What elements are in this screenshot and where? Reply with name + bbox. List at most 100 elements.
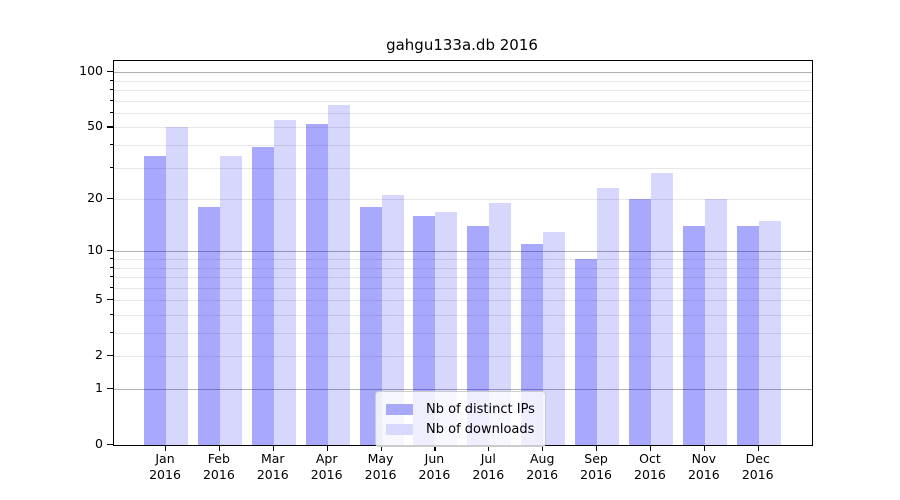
- bar-distinct-ips: [413, 216, 436, 445]
- gridline-minor: [114, 277, 812, 279]
- bar-distinct-ips: [251, 147, 274, 445]
- bar-distinct-ips: [305, 124, 328, 445]
- x-tick-label: May 2016: [364, 451, 397, 482]
- legend-item-downloads: Nb of downloads: [386, 419, 535, 439]
- x-tick-label: Mar 2016: [256, 451, 289, 482]
- x-tick-label: Jul 2016: [472, 451, 505, 482]
- x-axis-tick: [218, 446, 221, 451]
- x-axis-tick: [542, 446, 544, 451]
- y-axis-minor-tick: [110, 286, 113, 288]
- bar-distinct-ips: [197, 207, 220, 445]
- bar-downloads: [327, 105, 350, 445]
- legend: Nb of distinct IPs Nb of downloads: [375, 391, 546, 447]
- y-axis-tick: [107, 126, 113, 128]
- y-tick-label: 100: [79, 63, 103, 79]
- bar-distinct-ips: [736, 226, 759, 445]
- bar-distinct-ips: [467, 226, 490, 445]
- x-axis-tick: [272, 446, 274, 451]
- bar-downloads: [543, 231, 566, 445]
- y-axis-minor-tick: [110, 313, 113, 316]
- y-axis-minor-tick: [110, 257, 113, 260]
- y-axis-minor-tick: [110, 266, 113, 268]
- bar-downloads: [166, 127, 188, 445]
- bar-downloads: [758, 221, 781, 445]
- gridline-minor: [114, 145, 812, 146]
- y-axis-tick: [107, 198, 113, 200]
- gridline-minor: [114, 100, 812, 102]
- y-axis-tick: [107, 355, 113, 357]
- x-axis-tick: [165, 446, 167, 451]
- gridline-minor: [114, 300, 812, 302]
- y-axis-tick: [107, 250, 113, 252]
- x-tick-label: Aug 2016: [526, 451, 559, 482]
- x-tick-label: Feb 2016: [202, 451, 235, 482]
- gridline-minor: [114, 287, 812, 289]
- y-tick-label: 10: [87, 242, 103, 258]
- bar-downloads: [704, 199, 727, 445]
- y-tick-label: 5: [95, 291, 103, 307]
- bar-distinct-ips: [575, 258, 598, 445]
- gridline-minor: [114, 127, 812, 129]
- x-axis-tick: [649, 446, 652, 451]
- y-tick-label: 50: [87, 118, 103, 134]
- gridline-minor: [114, 333, 812, 334]
- gridline-minor: [114, 258, 812, 260]
- bar-downloads: [489, 203, 512, 445]
- bar-downloads: [597, 188, 620, 445]
- legend-label-distinct-ips: Nb of distinct IPs: [426, 401, 535, 417]
- gridline-minor: [114, 167, 812, 169]
- gridline-major: [114, 72, 812, 74]
- gridline-minor: [114, 356, 812, 358]
- y-axis-minor-tick: [110, 89, 113, 91]
- y-axis-tick: [107, 388, 113, 390]
- x-axis-tick: [488, 446, 490, 451]
- y-axis-tick: [107, 299, 113, 301]
- y-axis-minor-tick: [110, 99, 113, 101]
- y-tick-label: 2: [95, 347, 103, 363]
- y-axis-tick: [107, 71, 113, 73]
- x-axis-tick: [434, 446, 436, 451]
- y-axis-minor-tick: [110, 79, 113, 81]
- gridline-minor: [114, 90, 812, 91]
- bar-distinct-ips: [359, 207, 382, 445]
- legend-swatch-downloads-icon: [386, 423, 413, 435]
- y-tick-label: 1: [95, 380, 103, 395]
- x-tick-label: Apr 2016: [310, 451, 343, 482]
- gridline-minor: [114, 112, 812, 114]
- y-axis-tick: [107, 444, 113, 446]
- gridline-minor: [114, 199, 812, 201]
- bar-downloads: [381, 195, 404, 445]
- bar-downloads: [650, 172, 673, 445]
- gridline-major: [114, 389, 812, 390]
- plot-area: [113, 60, 813, 446]
- x-tick-label: Jan 2016: [149, 451, 181, 482]
- x-axis-tick: [326, 446, 328, 451]
- legend-item-distinct-ips: Nb of distinct IPs: [386, 399, 535, 419]
- y-tick-label: 0: [95, 436, 103, 451]
- y-axis-minor-tick: [110, 276, 113, 278]
- y-axis-minor-tick: [110, 111, 113, 114]
- bar-downloads: [435, 211, 458, 445]
- bar-downloads: [219, 155, 242, 445]
- x-tick-label: Nov 2016: [687, 451, 720, 482]
- x-axis-tick: [596, 446, 598, 451]
- y-axis-minor-tick: [110, 166, 113, 168]
- gridline-minor: [114, 80, 812, 82]
- bar-distinct-ips: [144, 155, 166, 445]
- x-tick-label: Oct 2016: [634, 451, 666, 482]
- y-axis-minor-tick: [110, 144, 113, 146]
- y-tick-label: 20: [87, 190, 103, 206]
- x-axis-tick: [703, 446, 706, 451]
- x-axis-tick: [380, 446, 382, 451]
- legend-label-downloads: Nb of downloads: [426, 421, 535, 437]
- bar-distinct-ips: [628, 199, 651, 445]
- gridline-minor: [114, 267, 812, 269]
- x-axis-tick: [757, 446, 759, 451]
- y-axis-minor-tick: [110, 332, 113, 334]
- chart-title: gahgu133a.db 2016: [386, 36, 538, 54]
- x-tick-label: Dec 2016: [741, 451, 774, 482]
- legend-swatch-distinct-ips-icon: [386, 403, 413, 415]
- x-tick-label: Sep 2016: [580, 451, 612, 482]
- gridline-major: [114, 251, 812, 253]
